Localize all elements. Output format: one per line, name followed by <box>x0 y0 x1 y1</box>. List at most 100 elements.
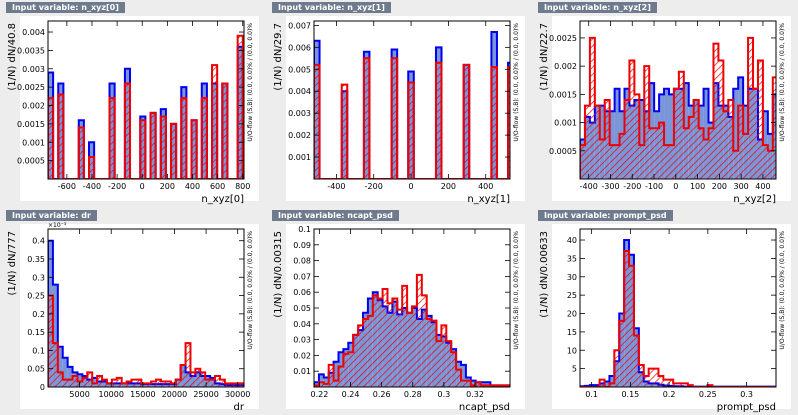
background-bar <box>124 83 131 179</box>
background-bar <box>210 379 216 387</box>
background-bar <box>703 139 709 179</box>
background-bar <box>392 298 398 387</box>
background-bar <box>708 128 714 179</box>
background-bar <box>614 145 620 179</box>
panel-title-tab: Input variable: n_xyz[2] <box>538 2 657 13</box>
x-tick-label: -200 <box>623 182 641 191</box>
signal-bar <box>664 88 669 179</box>
y-tick-label: 10 <box>567 346 577 355</box>
background-bar <box>146 383 152 387</box>
x-tick-label: 0.32 <box>466 390 484 399</box>
signal-bar <box>668 94 674 179</box>
x-tick-label: 0.26 <box>373 390 391 399</box>
y-tick-label: 0.0015 <box>549 90 577 99</box>
background-bar <box>431 320 437 387</box>
y-tick-label: 0.1 <box>298 225 311 234</box>
x-tick-label: -600 <box>58 182 76 191</box>
background-bar <box>609 145 615 179</box>
background-bar <box>624 251 630 387</box>
overflow-label: U/O-flow (S,B): (0.0, 0.0)% / (0.0, 0.0)… <box>513 231 520 350</box>
plot-frame <box>579 20 777 180</box>
y-tick-label: 0.4 <box>32 237 45 246</box>
y-tick-label: 0.3 <box>32 273 45 282</box>
background-bar <box>633 335 639 387</box>
background-outline <box>580 36 776 179</box>
y-axis-label: (1/N) dN/0.00315 <box>273 231 284 318</box>
background-bar <box>673 88 679 179</box>
background-bar <box>580 145 585 179</box>
signal-bar <box>604 381 610 387</box>
panel-prompt-psd: 0.1 0.15 0.2 0.25 0.3 5 10 15 20 25 30 35 40 prompt_p… <box>532 208 798 415</box>
background-bar <box>767 150 773 179</box>
background-bar <box>48 295 53 387</box>
background-bar <box>48 98 54 179</box>
background-bar <box>624 100 630 179</box>
y-tick-label: 0.003 <box>288 109 311 118</box>
background-bar <box>222 83 228 179</box>
x-tick-label: 200 <box>160 182 175 191</box>
panel-title-tab: Input variable: dr <box>6 210 97 221</box>
background-bar <box>377 298 383 387</box>
x-axis-label: n_xyz[0] <box>201 194 244 205</box>
background-bar <box>412 306 417 387</box>
y-tick-label: 0.15 <box>27 328 45 337</box>
signal-bar <box>703 88 709 179</box>
background-bar <box>181 98 187 179</box>
overflow-label: U/O-flow (S,B): (0.0, 0.0)% / (0.0, 0.0)… <box>247 23 254 142</box>
x-tick-label: -400 <box>580 182 598 191</box>
x-axis-label: ncapt_psd <box>459 402 510 413</box>
panel-n-xyz-2: -400 -300 -200 -100 0 100 200 300 400 0.0005 0.001… <box>532 0 798 207</box>
background-bar <box>634 94 640 179</box>
background-bar <box>151 381 157 387</box>
background-bar <box>353 334 359 387</box>
y-tick-label: 0.02 <box>293 351 311 360</box>
background-bar <box>185 343 191 387</box>
y-tick-label: 0.04 <box>293 320 311 329</box>
histogram-prompt-psd: 0.1 0.15 0.2 0.25 0.3 5 10 15 20 25 30 35 40 prompt_p… <box>539 224 791 413</box>
background-bar <box>341 84 348 179</box>
background-outline <box>314 57 510 179</box>
x-tick-label: 400 <box>755 182 770 191</box>
y-tick-label: 0.06 <box>293 288 311 297</box>
background-bar <box>170 383 176 387</box>
y-tick-label: 0.35 <box>27 255 45 264</box>
x-tick-label: 30000 <box>225 390 250 399</box>
background-bar <box>92 383 98 387</box>
x-tick-label: 0 <box>409 182 414 191</box>
y-tick-label: 0.006 <box>288 43 311 52</box>
background-bar <box>594 105 600 179</box>
background-bar <box>333 380 339 387</box>
background-bar <box>328 364 334 387</box>
background-bar <box>67 379 73 387</box>
y-tick-label: 0.1 <box>32 346 45 355</box>
background-bar <box>698 128 704 179</box>
background-bar <box>175 379 181 387</box>
background-bar <box>772 77 776 179</box>
y-tick-label: 0.007 <box>288 21 311 30</box>
x-tick-label: 200 <box>712 182 727 191</box>
background-bar <box>441 325 447 387</box>
background-bar <box>733 150 739 179</box>
panel-title-tab: Input variable: n_xyz[0] <box>6 2 125 13</box>
background-bar <box>619 320 625 387</box>
y-tick-label: 0.004 <box>288 87 311 96</box>
y-tick-label: 0.003 <box>22 65 45 74</box>
background-bar <box>604 100 610 179</box>
x-tick-label: 25000 <box>193 390 218 399</box>
y-axis-label: (1/N) dN/777 <box>7 231 18 295</box>
background-outline <box>48 294 244 387</box>
x-tick-label: 100 <box>690 182 705 191</box>
x-tick-label: -200 <box>365 182 383 191</box>
background-bar <box>678 71 684 179</box>
plot-frame <box>47 228 245 388</box>
background-bar <box>682 383 688 387</box>
y-tick-label: 0.002 <box>288 131 311 140</box>
x-tick-label: 20000 <box>162 390 187 399</box>
background-bar <box>200 372 206 387</box>
background-bar <box>156 379 161 387</box>
x-tick-label: 300 <box>734 182 749 191</box>
y-tick-label: 30 <box>567 273 577 282</box>
y-tick-label: 0.03 <box>293 336 311 345</box>
background-bar <box>408 82 414 179</box>
